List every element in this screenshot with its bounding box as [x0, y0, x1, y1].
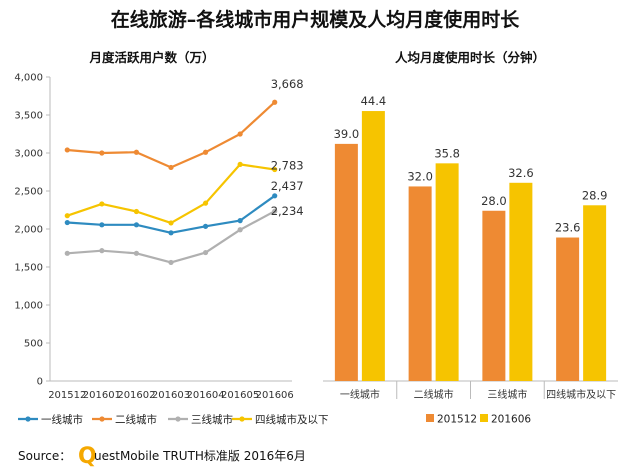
- source-prefix: Source：: [18, 449, 71, 463]
- legend-swatch: [480, 414, 488, 422]
- line-point: [202, 223, 209, 229]
- legend-label: 201512: [437, 414, 477, 426]
- line-point: [168, 164, 174, 171]
- x-tick-label: 201605: [221, 390, 259, 401]
- line-point: [64, 219, 70, 226]
- bar-value-label: 39.0: [334, 127, 360, 141]
- line-series: [67, 101, 276, 169]
- line-point: [64, 250, 70, 256]
- legend-marker: [175, 416, 181, 422]
- y-tick-label: 4,000: [14, 73, 43, 84]
- y-tick-label: 1,000: [14, 301, 43, 312]
- x-tick-label: 201601: [83, 390, 121, 401]
- y-tick-label: 2,500: [14, 187, 43, 198]
- line-end-label: 2,437: [271, 179, 304, 193]
- line-point: [202, 200, 209, 206]
- source-brand: uestMobile TRUTH标准版 2016年6月: [94, 449, 306, 463]
- line-point: [133, 250, 140, 256]
- category-label: 二线城市: [414, 388, 454, 401]
- line-end-label: 2,783: [271, 158, 304, 172]
- bar-value-label: 28.9: [582, 188, 608, 202]
- line-point: [133, 149, 140, 155]
- line-point: [168, 230, 174, 236]
- x-tick-label: 201512: [48, 390, 86, 401]
- line-point: [272, 166, 278, 173]
- page-title: 在线旅游–各线城市用户规模及人均月度使用时长: [111, 8, 521, 31]
- bar-value-label: 23.6: [555, 221, 581, 235]
- bar: [482, 210, 506, 381]
- line-point: [133, 208, 140, 215]
- bar: [435, 163, 459, 381]
- y-tick-label: 1,500: [14, 263, 43, 274]
- y-tick-label: 0: [37, 377, 43, 388]
- line-point: [272, 193, 278, 199]
- bar: [583, 205, 607, 381]
- x-tick-label: 201603: [152, 390, 190, 401]
- bar: [556, 237, 580, 381]
- line-point: [272, 208, 278, 214]
- line-point: [237, 161, 243, 167]
- category-label: 一线城市: [340, 388, 380, 401]
- bar: [334, 143, 358, 381]
- category-label: 四线城市及以下: [546, 388, 616, 401]
- line-point: [99, 222, 105, 228]
- legend-label: 二线城市: [115, 413, 157, 426]
- x-tick-label: 201602: [117, 390, 155, 401]
- legend-label: 四线城市及以下: [255, 413, 329, 426]
- line-point: [202, 149, 209, 155]
- x-tick-label: 201604: [186, 390, 224, 401]
- line-point: [237, 218, 243, 224]
- bar-chart: 39.0 44.4 一线城市 32.035.8 二线城市 28.032.6 三线城市 23.6…: [323, 94, 618, 426]
- line-point: [237, 227, 243, 233]
- legend-swatch: [426, 414, 434, 422]
- line-point: [237, 131, 243, 137]
- legend-label: 一线城市: [41, 413, 83, 426]
- line-point: [168, 259, 174, 266]
- line-end-label: 3,668: [271, 77, 304, 91]
- bar: [509, 182, 533, 381]
- line-point: [99, 248, 105, 254]
- line-end-label: 2,234: [271, 204, 304, 218]
- y-tick-label: 3,000: [14, 149, 43, 160]
- category-label: 三线城市: [487, 388, 527, 401]
- line-chart-title: 月度活跃用户数（万）: [88, 50, 214, 65]
- bar-value-label: 44.4: [361, 94, 387, 108]
- line-point: [133, 222, 140, 228]
- legend-label: 201606: [491, 414, 531, 426]
- line-point: [64, 213, 70, 219]
- line-chart: 0 500 1,000 1,500 2,000 2,500 3,000 3,500 4,000 2…: [14, 73, 328, 427]
- bar-chart-title: 人均月度使用时长（分钟）: [395, 50, 545, 65]
- bar-value-label: 28.0: [481, 194, 507, 208]
- bar-value-label: 32.0: [407, 169, 433, 183]
- line-point: [64, 147, 70, 153]
- y-tick-label: 500: [24, 339, 43, 350]
- line-point: [99, 150, 105, 156]
- bar: [408, 186, 432, 381]
- legend-marker: [25, 416, 31, 422]
- source-logo-letter: Q: [78, 444, 97, 469]
- line-point: [202, 249, 209, 256]
- y-tick-label: 2,000: [14, 225, 43, 236]
- line-series: [66, 163, 275, 224]
- legend-marker: [99, 416, 105, 422]
- legend-marker: [239, 416, 245, 422]
- line-point: [99, 201, 105, 207]
- line-point: [272, 99, 278, 105]
- x-tick-label: 201606: [256, 390, 294, 401]
- legend-label: 三线城市: [191, 413, 233, 426]
- bar-value-label: 32.6: [508, 166, 534, 180]
- bar-value-label: 35.8: [434, 146, 460, 160]
- line-point: [168, 220, 174, 226]
- y-tick-label: 3,500: [14, 111, 43, 122]
- bar: [361, 111, 385, 381]
